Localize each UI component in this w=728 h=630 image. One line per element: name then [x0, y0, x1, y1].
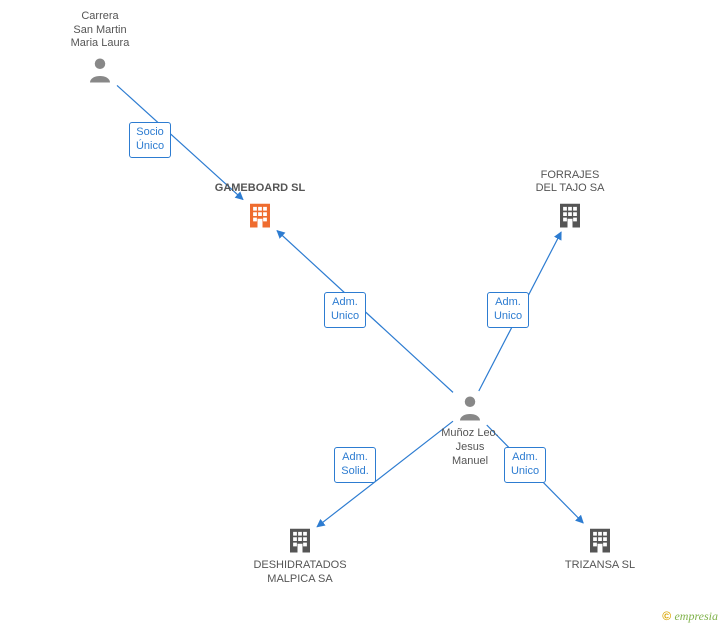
person-icon	[455, 393, 485, 423]
edge-label: Adm. Unico	[504, 447, 546, 483]
brand-name: empresia	[674, 609, 718, 623]
node-label: Carrera San Martin Maria Laura	[30, 10, 170, 51]
building-icon	[245, 200, 275, 230]
person-icon	[85, 55, 115, 85]
person-node[interactable]	[85, 55, 115, 85]
building-icon	[555, 200, 585, 230]
edge-label: Adm. Unico	[487, 292, 529, 328]
node-label: GAMEBOARD SL	[190, 182, 330, 196]
company-node[interactable]	[285, 525, 315, 555]
node-label: FORRAJES DEL TAJO SA	[500, 169, 640, 197]
watermark: © empresia	[662, 609, 718, 624]
diagram-canvas: Carrera San Martin Maria Laura GAMEBOARD…	[0, 0, 728, 630]
building-icon	[285, 525, 315, 555]
building-icon	[585, 525, 615, 555]
edge-label: Adm. Solid.	[334, 447, 376, 483]
edge-label: Socio Único	[129, 122, 171, 158]
company-node[interactable]	[555, 200, 585, 230]
node-label: TRIZANSA SL	[530, 559, 670, 573]
copyright-symbol: ©	[662, 609, 671, 623]
node-label: DESHIDRATADOS MALPICA SA	[230, 559, 370, 587]
person-node[interactable]	[455, 393, 485, 423]
company-node[interactable]	[585, 525, 615, 555]
edge-label: Adm. Unico	[324, 292, 366, 328]
company-node[interactable]	[245, 200, 275, 230]
